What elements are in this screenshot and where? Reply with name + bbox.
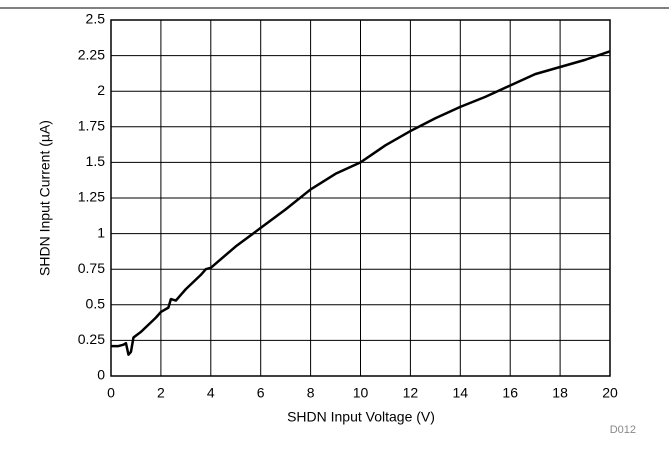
x-tick-label: 12 <box>403 385 419 401</box>
x-tick-label: 2 <box>157 385 165 401</box>
x-tick-label: 20 <box>602 385 618 401</box>
x-axis-label: SHDN Input Voltage (V) <box>287 409 435 425</box>
y-tick-label: 0.25 <box>78 331 105 347</box>
plot-frame <box>110 19 611 377</box>
x-tick-label: 8 <box>307 385 315 401</box>
x-tick-label: 4 <box>207 385 215 401</box>
x-tick-label: 6 <box>257 385 265 401</box>
x-tick-label: 0 <box>107 385 115 401</box>
y-tick-label: 1 <box>97 224 105 240</box>
y-tick-label: 2 <box>97 82 105 98</box>
y-tick-label: 0.75 <box>78 260 105 276</box>
y-tick-label: 1.25 <box>78 189 105 205</box>
y-tick-label: 0.5 <box>86 296 106 312</box>
data-line <box>111 50 611 356</box>
y-tick-label: 0 <box>97 367 105 383</box>
figure-id: D012 <box>610 424 636 436</box>
x-tick-label: 10 <box>353 385 369 401</box>
y-tick-label: 2.5 <box>86 11 106 27</box>
x-tick-label: 14 <box>453 385 469 401</box>
y-axis-label: SHDN Input Current (µA) <box>37 120 53 276</box>
y-tick-label: 2.25 <box>78 46 105 62</box>
x-tick-label: 18 <box>552 385 568 401</box>
y-tick-label: 1.5 <box>86 153 106 169</box>
y-tick-label: 1.75 <box>78 118 105 134</box>
x-tick-label: 16 <box>502 385 518 401</box>
